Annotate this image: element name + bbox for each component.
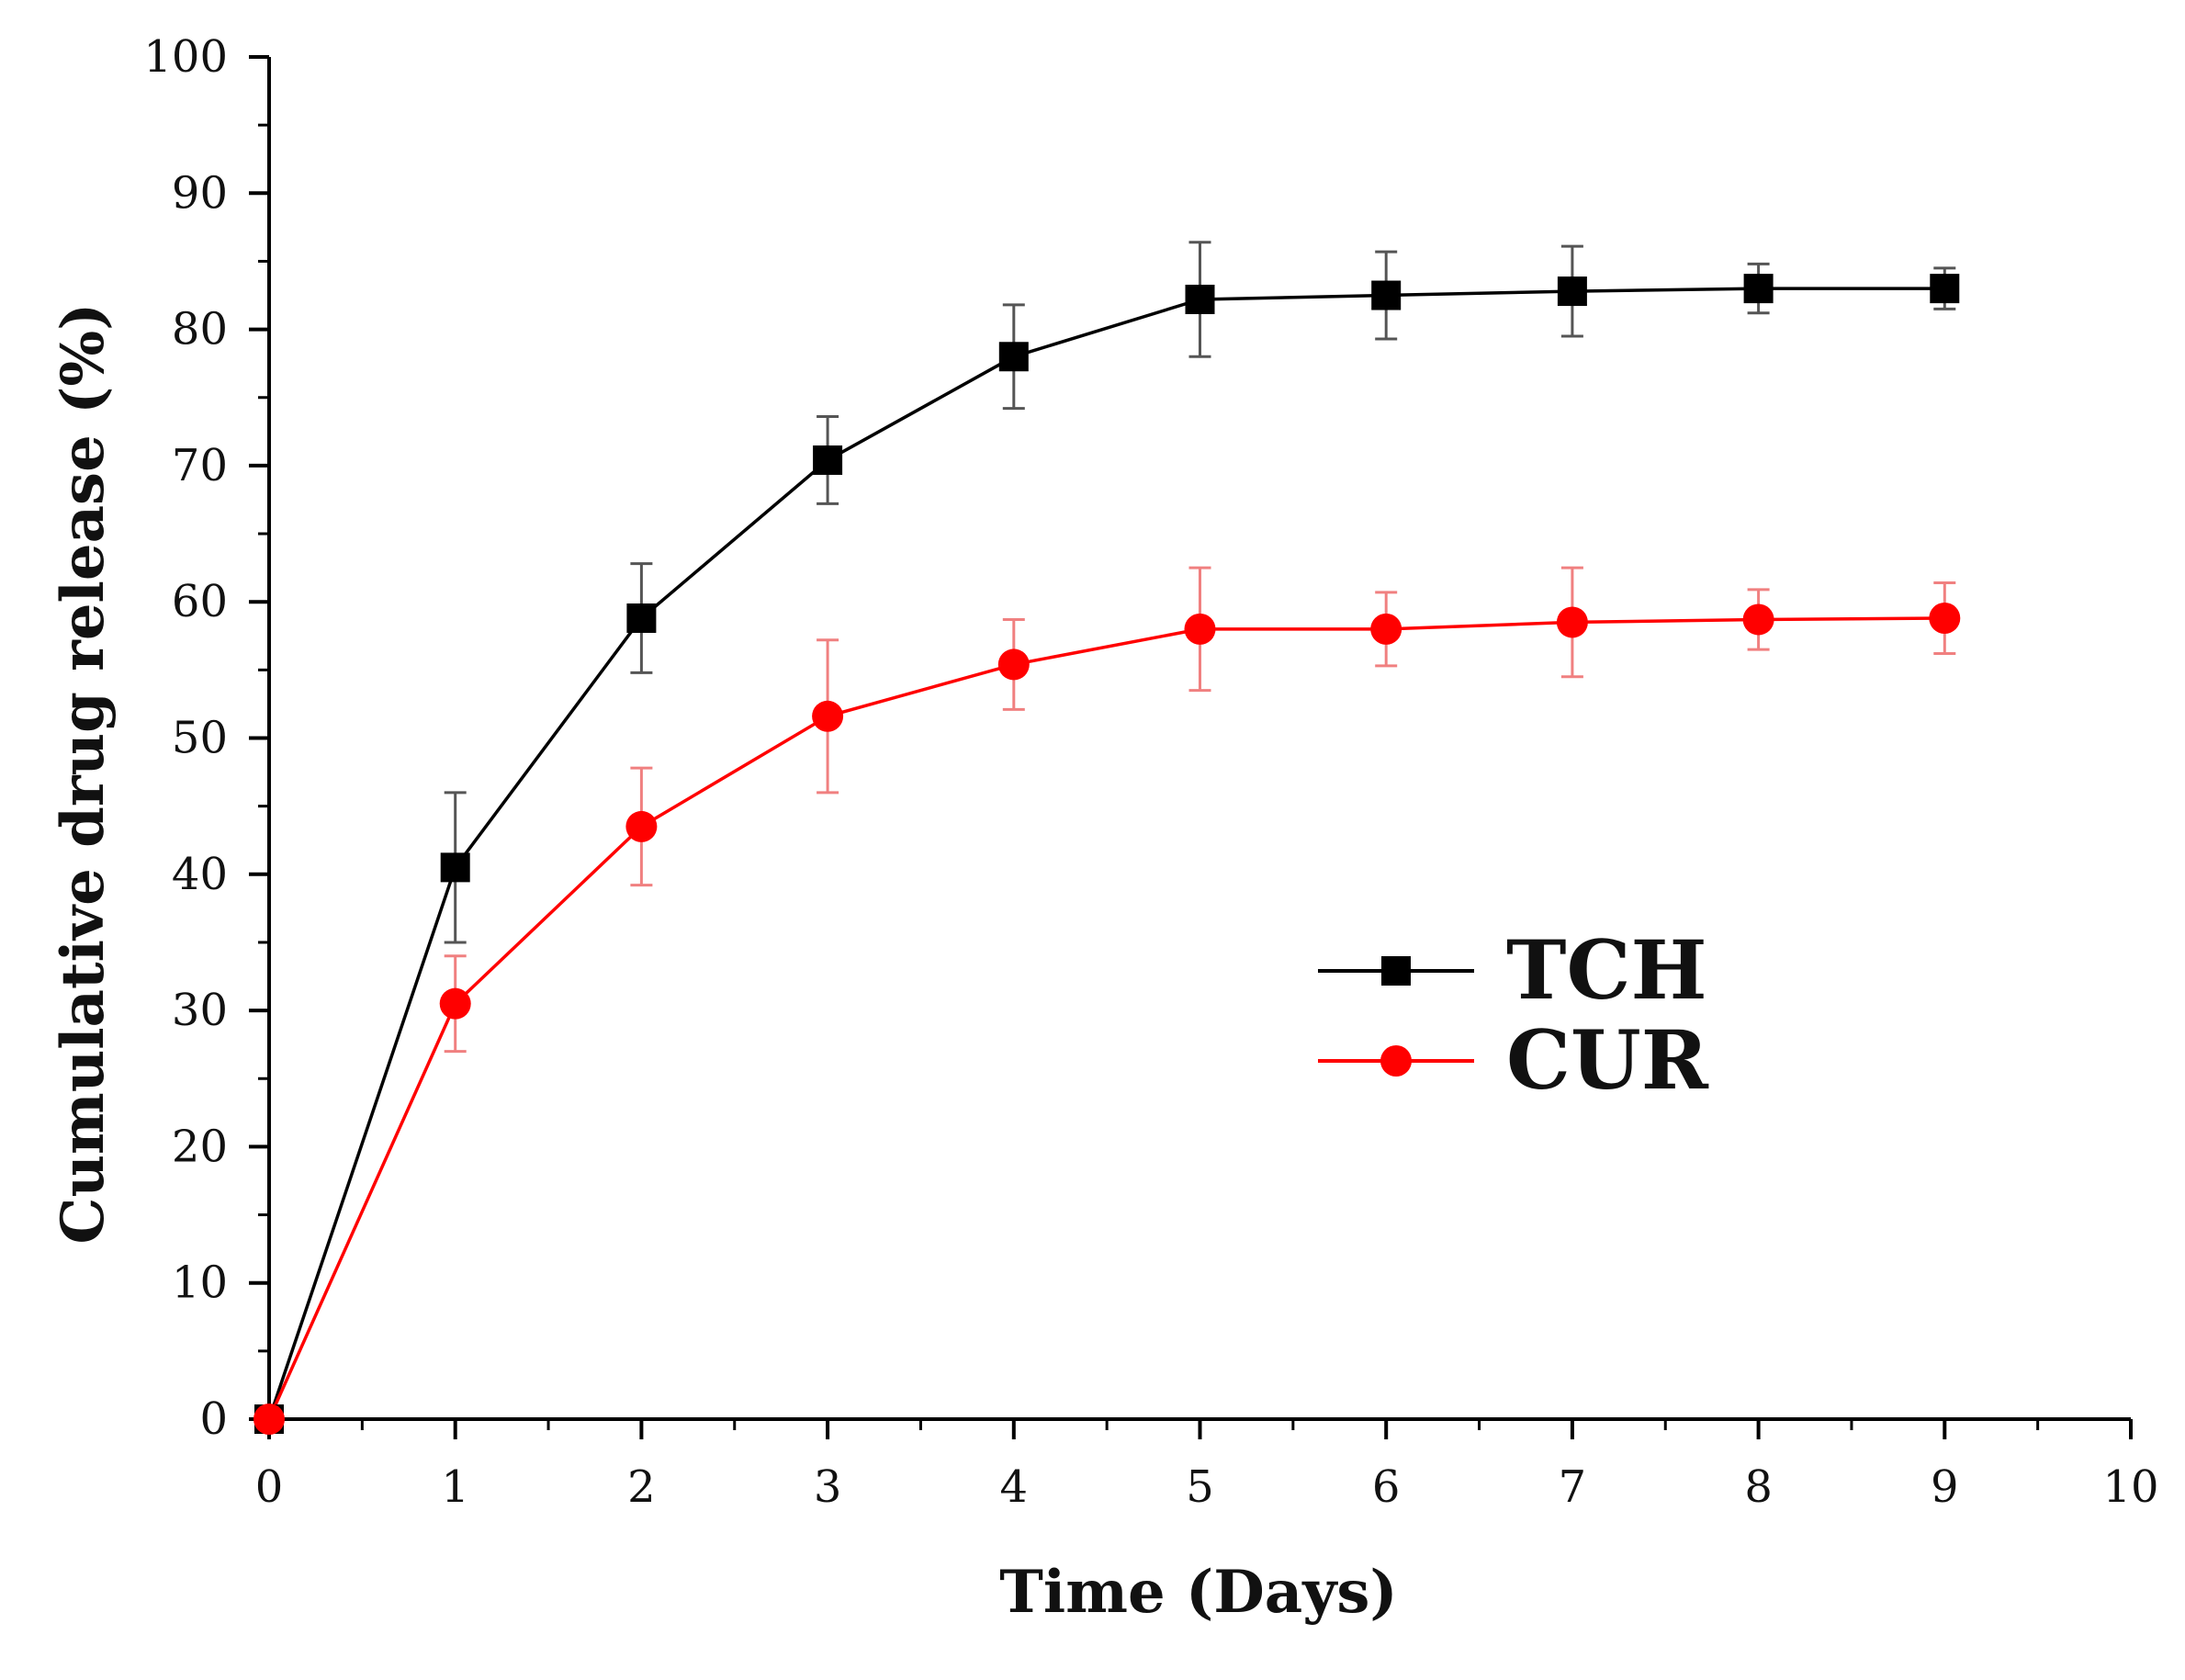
x-axis-title: Time (Days): [999, 1558, 1397, 1627]
axes: 0 10 20 30 40 50 60 70 80 90 100 0 1 2 3 4 5 6 7 8 9 10: [143, 31, 2158, 1513]
y-tick-label: 0: [199, 1393, 228, 1445]
tch-point: [998, 342, 1029, 372]
tch-line: [267, 287, 1945, 1420]
tch-point: [1557, 276, 1587, 307]
tch-point: [1930, 274, 1960, 304]
x-tick-label: 9: [1931, 1461, 1959, 1513]
series-markers: [253, 274, 1961, 1435]
tch-point: [626, 603, 657, 633]
cur-point: [439, 987, 471, 1020]
y-tick-label: 50: [172, 713, 228, 764]
legend-tch-marker: [1381, 956, 1411, 986]
cur-point: [1556, 606, 1588, 638]
cur-point: [812, 700, 844, 732]
y-tick-label: 60: [172, 576, 228, 627]
x-tick-label: 6: [1372, 1461, 1401, 1513]
y-tick-label: 10: [172, 1257, 228, 1309]
cur-point: [1370, 613, 1402, 645]
cur-point: [1742, 603, 1774, 636]
y-tick-label: 20: [172, 1121, 228, 1172]
tch-point: [813, 445, 843, 475]
x-tick-label: 1: [441, 1461, 469, 1513]
tch-point: [440, 852, 470, 883]
legend-cur-marker: [1380, 1045, 1412, 1077]
cur-point: [253, 1404, 285, 1435]
x-tick-label: 10: [2102, 1461, 2158, 1513]
y-tick-label: 40: [172, 849, 228, 900]
legend-cur-label: CUR: [1506, 1012, 1709, 1108]
x-tick-label: 2: [627, 1461, 656, 1513]
y-axis-title: Cumulative drug release (%): [49, 303, 118, 1245]
y-tick-label: 80: [172, 304, 228, 355]
y-tick-label: 70: [172, 440, 228, 491]
tch-point: [1185, 284, 1215, 314]
tch-point: [1743, 274, 1774, 304]
x-tick-label: 7: [1559, 1461, 1587, 1513]
x-tick-label: 4: [1000, 1461, 1029, 1513]
x-tick-label: 3: [814, 1461, 842, 1513]
error-bars: [444, 241, 1956, 1054]
series-lines: [267, 287, 1945, 1420]
x-tick-label: 8: [1744, 1461, 1773, 1513]
legend-tch-label: TCH: [1506, 922, 1707, 1018]
cur-point: [1929, 602, 1961, 634]
cur-line: [267, 616, 1945, 1420]
y-tick-label: 30: [172, 985, 228, 1036]
cur-point: [625, 810, 658, 842]
y-tick-label: 90: [172, 167, 228, 219]
x-tick-label: 0: [255, 1461, 284, 1513]
cur-point: [1184, 613, 1216, 645]
y-tick-label: 100: [143, 31, 228, 83]
x-tick-label: 5: [1186, 1461, 1214, 1513]
cur-point: [997, 648, 1030, 681]
tch-point: [1371, 280, 1402, 310]
